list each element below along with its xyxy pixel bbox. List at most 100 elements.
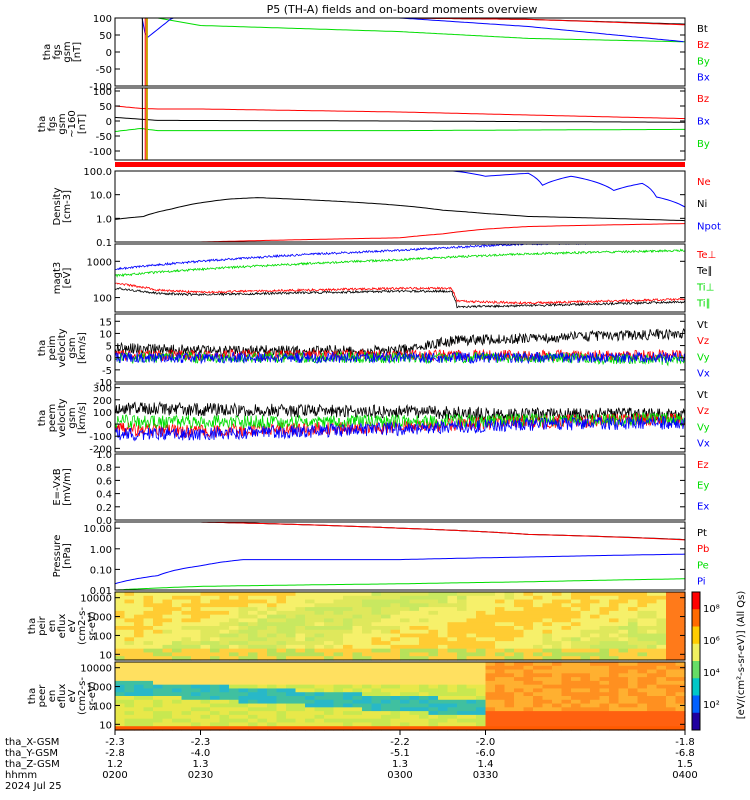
- spectrogram-cell: [580, 703, 591, 708]
- spectrogram-cell: [324, 633, 335, 638]
- spectrogram-cell: [333, 592, 344, 597]
- spectrogram-cell: [656, 641, 667, 646]
- spectrogram-cell: [656, 614, 667, 620]
- spectrogram-cell: [219, 637, 230, 642]
- spectrogram-cell: [675, 641, 686, 646]
- spectrogram-cell: [514, 699, 525, 705]
- y-axis-label-line: (cm2-s-: [77, 607, 88, 645]
- x-axis-row-label: hhmm: [5, 770, 37, 781]
- spectrogram-cell: [219, 684, 230, 690]
- spectrogram-cell: [476, 644, 487, 650]
- spectrogram-cell: [286, 673, 297, 678]
- spectrogram-cell: [276, 599, 287, 604]
- spectrogram-cell: [371, 592, 382, 597]
- x-tick-label: -6.0: [476, 748, 496, 759]
- spectrogram-cell: [542, 656, 553, 661]
- spectrogram-cell: [124, 618, 135, 623]
- series-Te⊥-line: [115, 282, 685, 305]
- spectrogram-cell: [115, 673, 126, 678]
- spectrogram-cell: [371, 722, 382, 727]
- spectrogram-cell: [599, 703, 610, 708]
- spectrogram-cell: [523, 595, 534, 601]
- spectrogram-cell: [134, 688, 145, 693]
- spectrogram-cell: [333, 714, 344, 720]
- spectrogram-cell: [352, 673, 363, 678]
- spectrogram-cell: [618, 607, 629, 612]
- y-axis-label-line: [eV]: [62, 268, 73, 289]
- spectrogram-cell: [647, 592, 658, 597]
- spectrogram-cell: [628, 665, 639, 671]
- spectrogram-cell: [419, 665, 430, 671]
- spectrogram-cell: [561, 707, 572, 712]
- spectrogram-cell: [115, 707, 126, 712]
- spectrogram-cell: [504, 711, 515, 716]
- spectrogram-cell: [200, 622, 211, 627]
- spectrogram-cell: [637, 726, 648, 731]
- spectrogram-cell: [248, 599, 259, 604]
- spectrogram-cell: [172, 592, 183, 597]
- data-quality-bar: [115, 162, 685, 167]
- spectrogram-cell: [371, 707, 382, 712]
- spectrogram-cell: [495, 714, 506, 720]
- colorbar-cell: [692, 709, 700, 714]
- spectrogram-cell: [523, 688, 534, 693]
- y-tick-label: 100.0: [83, 167, 112, 178]
- spectrogram-cell: [580, 711, 591, 716]
- spectrogram-cell: [533, 592, 544, 597]
- spectrogram-cell: [561, 607, 572, 612]
- spectrogram-cell: [143, 599, 154, 604]
- spectrogram-cell: [276, 684, 287, 690]
- spectrogram-cell: [647, 714, 658, 720]
- spectrogram-cell: [609, 626, 620, 631]
- spectrogram-cell: [628, 656, 639, 661]
- spectrogram-cell: [637, 714, 648, 720]
- spectrogram-cell: [590, 652, 601, 657]
- spectrogram-cell: [618, 592, 629, 597]
- spectrogram-cell: [143, 622, 154, 627]
- spectrogram-cell: [476, 610, 487, 616]
- spectrogram-cell: [115, 656, 126, 661]
- spectrogram-cell: [191, 629, 202, 635]
- spectrogram-cell: [390, 603, 401, 608]
- panel-frame: [114, 521, 686, 591]
- spectrogram-cell: [609, 692, 620, 697]
- x-tick-label: 0400: [672, 770, 697, 781]
- spectrogram-cell: [181, 726, 192, 731]
- spectrogram-cell: [466, 718, 477, 724]
- spectrogram-cell: [314, 618, 325, 623]
- legend-item-Bz: Bz: [697, 94, 709, 105]
- spectrogram-cell: [124, 696, 135, 701]
- spectrogram-cell: [571, 722, 582, 727]
- spectrogram-cell: [609, 711, 620, 716]
- spectrogram-cell: [599, 641, 610, 646]
- spectrogram-cell: [552, 677, 563, 682]
- spectrogram-cell: [229, 592, 240, 597]
- x-tick-label: -2.3: [191, 737, 211, 748]
- spectrogram-cell: [362, 718, 373, 724]
- spectrogram-cell: [552, 603, 563, 608]
- spectrogram-cell: [533, 656, 544, 661]
- spectrogram-cell: [618, 603, 629, 608]
- spectrogram-cell: [637, 699, 648, 705]
- spectrogram-cell: [609, 707, 620, 712]
- spectrogram-cell: [675, 711, 686, 716]
- spectrogram-cell: [343, 648, 354, 654]
- spectrogram-cell: [571, 652, 582, 657]
- x-axis-row-label: tha_Y-GSM: [5, 748, 58, 759]
- spectrogram-cell: [295, 662, 306, 667]
- spectrogram-cell: [647, 614, 658, 620]
- spectrogram-cell: [447, 614, 458, 620]
- spectrogram-cell: [457, 652, 468, 657]
- spectrogram-cell: [438, 599, 449, 604]
- spectrogram-cell: [162, 669, 173, 674]
- spectrogram-cell: [476, 726, 487, 731]
- spectrogram-cell: [599, 637, 610, 642]
- spectrogram-cell: [542, 703, 553, 708]
- spectrogram-cell: [362, 622, 373, 627]
- spectrogram-cell: [219, 722, 230, 727]
- spectrogram-cell: [343, 603, 354, 608]
- colorbar-cell: [692, 598, 700, 603]
- spectrogram-cell: [466, 626, 477, 631]
- spectrogram-cell: [314, 633, 325, 638]
- spectrogram-cell: [229, 641, 240, 646]
